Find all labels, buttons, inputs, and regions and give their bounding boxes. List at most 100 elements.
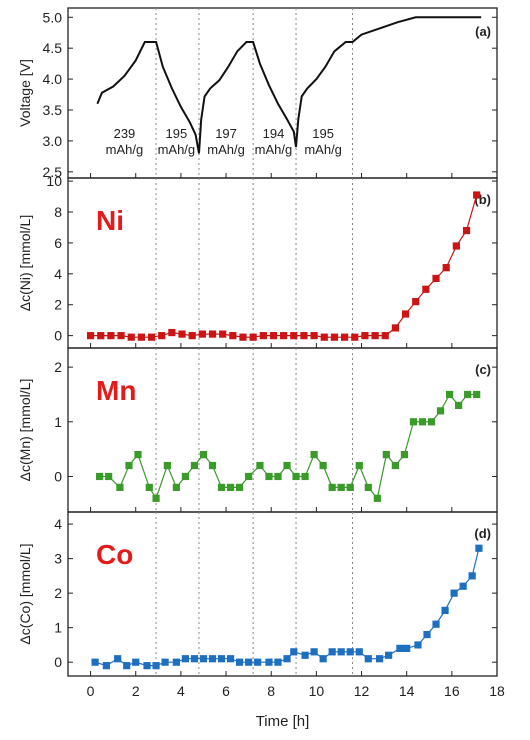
data-point-c xyxy=(274,472,282,481)
data-point-d xyxy=(403,644,411,652)
data-point-c xyxy=(455,401,463,409)
capacity-unit: mAh/g xyxy=(304,142,342,157)
data-point-d xyxy=(265,658,273,666)
data-point-d xyxy=(114,655,122,663)
data-point-b xyxy=(127,333,135,341)
capacity-unit: mAh/g xyxy=(255,142,293,157)
x-tick-label: 16 xyxy=(444,683,460,699)
x-tick-label: 14 xyxy=(399,683,415,699)
capacity-unit: mAh/g xyxy=(106,142,144,157)
element-label-b: Ni xyxy=(96,205,124,236)
data-point-c xyxy=(199,451,208,459)
element-label-d: Co xyxy=(96,539,133,570)
capacity-value: 195 xyxy=(166,126,188,141)
data-point-b xyxy=(188,332,196,340)
data-point-b xyxy=(371,332,379,340)
data-point-c xyxy=(152,494,160,502)
data-point-d xyxy=(319,655,327,663)
y-axis-label-a: Voltage [V] xyxy=(17,59,33,127)
data-point-d xyxy=(132,658,140,666)
panel-label-c: (c) xyxy=(475,362,491,377)
y-axis-label-c: Δc(Mn) [mmol/L] xyxy=(17,379,33,482)
capacity-value: 239 xyxy=(114,126,136,141)
panel-frame-b xyxy=(67,177,498,349)
panel-frame-d xyxy=(67,511,498,677)
data-point-d xyxy=(432,620,440,628)
data-point-b xyxy=(158,332,166,340)
data-point-b xyxy=(422,285,430,293)
data-point-b xyxy=(198,330,206,338)
element-label-c: Mn xyxy=(96,375,136,406)
y-tick-label-b: 4 xyxy=(54,266,62,282)
data-point-c xyxy=(445,390,454,399)
data-point-b xyxy=(290,332,298,340)
data-point-c xyxy=(125,461,133,470)
data-point-d xyxy=(254,658,262,666)
data-point-d xyxy=(152,662,160,670)
data-point-d xyxy=(172,658,180,666)
data-point-c xyxy=(208,461,217,470)
data-point-d xyxy=(364,655,372,663)
data-point-d xyxy=(161,658,169,666)
data-point-c xyxy=(116,483,124,491)
data-point-d xyxy=(102,662,110,670)
panel-label-d: (d) xyxy=(474,526,491,541)
data-point-c xyxy=(436,407,445,415)
data-point-b xyxy=(452,242,460,250)
data-point-b xyxy=(168,328,176,337)
y-tick-label-b: 10 xyxy=(46,173,62,189)
data-point-d xyxy=(208,655,217,663)
y-tick-label-a: 4.0 xyxy=(43,71,63,87)
data-point-b xyxy=(219,330,227,338)
data-point-b xyxy=(442,264,450,272)
data-point-c xyxy=(163,461,171,470)
data-point-c xyxy=(328,483,336,491)
data-point-b xyxy=(117,332,125,340)
data-point-d xyxy=(441,606,449,614)
data-point-c xyxy=(292,472,300,481)
panel-label-a: (a) xyxy=(475,24,491,39)
y-tick-label-d: 0 xyxy=(54,654,62,670)
y-tick-label-d: 1 xyxy=(54,620,62,636)
data-point-c xyxy=(473,390,481,399)
data-point-b xyxy=(147,333,156,341)
series-line-a xyxy=(96,16,482,154)
data-point-c xyxy=(346,483,354,491)
data-point-c xyxy=(226,483,235,491)
y-tick-label-b: 2 xyxy=(54,297,62,313)
data-point-d xyxy=(328,648,336,656)
data-point-b xyxy=(351,333,359,341)
data-point-d xyxy=(190,655,199,663)
y-tick-label-d: 3 xyxy=(54,551,62,567)
data-point-d xyxy=(199,655,208,663)
x-tick-label: 12 xyxy=(354,683,370,699)
capacity-value: 194 xyxy=(263,126,285,141)
data-point-c xyxy=(134,451,142,459)
data-point-c xyxy=(236,483,244,491)
x-tick-label: 2 xyxy=(132,683,140,699)
data-point-c xyxy=(427,418,436,426)
x-tick-label: 0 xyxy=(87,683,95,699)
y-tick-label-b: 6 xyxy=(54,235,62,251)
y-tick-label-c: 0 xyxy=(54,468,62,484)
data-point-c xyxy=(265,472,273,481)
x-tick-label: 8 xyxy=(267,683,275,699)
data-point-b xyxy=(462,226,471,235)
data-point-d xyxy=(236,658,244,666)
data-point-b xyxy=(412,298,420,306)
x-tick-label: 4 xyxy=(177,683,185,699)
data-point-b xyxy=(137,333,145,341)
x-tick-label: 6 xyxy=(222,683,230,699)
data-point-d xyxy=(226,655,235,663)
data-point-d xyxy=(181,655,190,663)
data-point-c xyxy=(364,483,372,491)
y-tick-label-b: 0 xyxy=(54,328,62,344)
y-tick-label-b: 8 xyxy=(54,204,62,220)
data-point-d xyxy=(245,658,253,666)
data-point-b xyxy=(239,333,247,341)
data-point-b xyxy=(320,333,328,341)
data-point-b xyxy=(208,330,217,338)
x-axis-label: Time [h] xyxy=(256,713,310,730)
data-point-d xyxy=(385,651,393,659)
data-point-d xyxy=(355,648,363,656)
